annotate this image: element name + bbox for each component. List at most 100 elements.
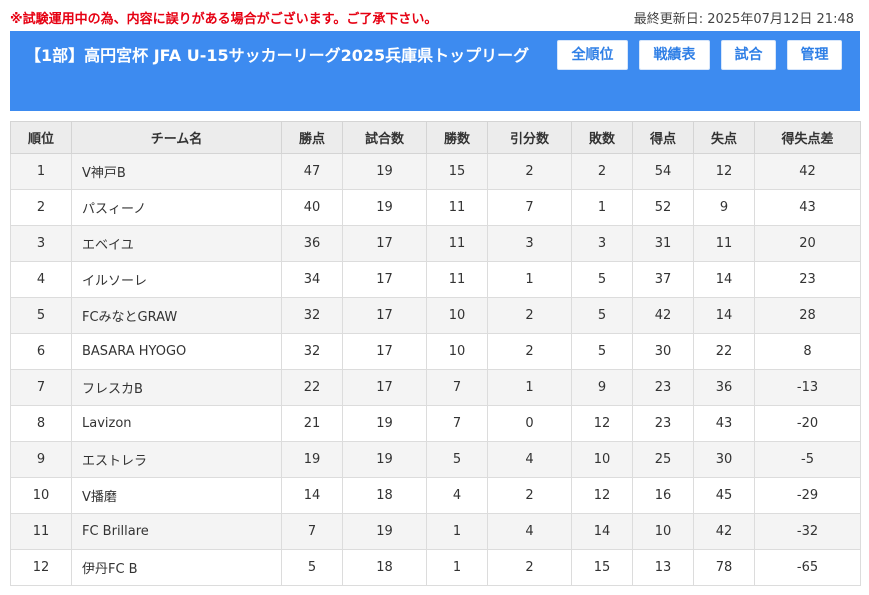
header-goals-against: 失点 [693, 121, 755, 154]
cell-team-name: BASARA HYOGO [71, 333, 282, 370]
cell-wins: 7 [426, 405, 488, 442]
cell-goals-for: 37 [632, 261, 694, 298]
cell-goal-difference: -29 [754, 477, 861, 514]
cell-points: 32 [281, 297, 343, 334]
league-title: 【1部】高円宮杯 JFA U-15サッカーリーグ2025兵庫県トップリーグ [25, 46, 530, 65]
cell-goal-difference: -32 [754, 513, 861, 550]
cell-played: 19 [342, 189, 427, 226]
standings-button[interactable]: 全順位 [557, 40, 628, 70]
cell-rank: 1 [10, 153, 72, 190]
header-goals-for: 得点 [632, 121, 694, 154]
cell-goals-for: 23 [632, 405, 694, 442]
cell-points: 40 [281, 189, 343, 226]
cell-goals-against: 14 [693, 261, 755, 298]
league-header: 【1部】高円宮杯 JFA U-15サッカーリーグ2025兵庫県トップリーグ 全順… [10, 31, 860, 111]
table-row: 10 V播磨 14 18 4 2 12 16 45 -29 [10, 477, 861, 514]
cell-points: 21 [281, 405, 343, 442]
cell-rank: 7 [10, 369, 72, 406]
top-bar: ※試験運用中の為、内容に誤りがある場合がございます。ご了承下さい。 最終更新日:… [0, 0, 869, 30]
cell-losses: 9 [571, 369, 633, 406]
cell-played: 18 [342, 549, 427, 586]
cell-draws: 0 [487, 405, 572, 442]
table-row: 11 FC Brillare 7 19 1 4 14 10 42 -32 [10, 513, 861, 550]
cell-played: 19 [342, 513, 427, 550]
cell-goal-difference: 8 [754, 333, 861, 370]
cell-goal-difference: 43 [754, 189, 861, 226]
cell-rank: 6 [10, 333, 72, 370]
cell-rank: 12 [10, 549, 72, 586]
cell-team-name: V播磨 [71, 477, 282, 514]
cell-goals-for: 16 [632, 477, 694, 514]
cell-wins: 11 [426, 261, 488, 298]
cell-losses: 15 [571, 549, 633, 586]
cell-team-name: 伊丹FC B [71, 549, 282, 586]
cell-losses: 12 [571, 477, 633, 514]
cell-played: 17 [342, 333, 427, 370]
admin-button[interactable]: 管理 [787, 40, 842, 70]
cell-goals-against: 42 [693, 513, 755, 550]
cell-points: 32 [281, 333, 343, 370]
cell-draws: 1 [487, 261, 572, 298]
cell-goal-difference: 28 [754, 297, 861, 334]
cell-goals-for: 13 [632, 549, 694, 586]
cell-goal-difference: 20 [754, 225, 861, 262]
header-points: 勝点 [281, 121, 343, 154]
cell-goals-against: 11 [693, 225, 755, 262]
cell-team-name: フレスカB [71, 369, 282, 406]
cell-wins: 15 [426, 153, 488, 190]
cell-wins: 11 [426, 189, 488, 226]
table-row: 3 エベイユ 36 17 11 3 3 31 11 20 [10, 225, 861, 262]
cell-losses: 5 [571, 261, 633, 298]
results-button[interactable]: 戦績表 [639, 40, 710, 70]
cell-goals-against: 78 [693, 549, 755, 586]
header-wins: 勝数 [426, 121, 488, 154]
cell-team-name: FCみなとGRAW [71, 297, 282, 334]
cell-draws: 1 [487, 369, 572, 406]
cell-goals-against: 30 [693, 441, 755, 478]
cell-draws: 2 [487, 549, 572, 586]
table-row: 2 パスィーノ 40 19 11 7 1 52 9 43 [10, 189, 861, 226]
cell-goals-for: 31 [632, 225, 694, 262]
cell-rank: 4 [10, 261, 72, 298]
cell-draws: 3 [487, 225, 572, 262]
cell-draws: 4 [487, 513, 572, 550]
cell-losses: 5 [571, 333, 633, 370]
cell-team-name: V神戸B [71, 153, 282, 190]
cell-goal-difference: -5 [754, 441, 861, 478]
table-row: 4 イルソーレ 34 17 11 1 5 37 14 23 [10, 261, 861, 298]
header-rank: 順位 [10, 121, 72, 154]
cell-wins: 5 [426, 441, 488, 478]
cell-points: 7 [281, 513, 343, 550]
cell-losses: 12 [571, 405, 633, 442]
header-team: チーム名 [71, 121, 282, 154]
table-row: 8 Lavizon 21 19 7 0 12 23 43 -20 [10, 405, 861, 442]
cell-goals-against: 36 [693, 369, 755, 406]
cell-goals-for: 54 [632, 153, 694, 190]
cell-rank: 5 [10, 297, 72, 334]
matches-button[interactable]: 試合 [721, 40, 776, 70]
cell-losses: 5 [571, 297, 633, 334]
table-row: 1 V神戸B 47 19 15 2 2 54 12 42 [10, 153, 861, 190]
cell-goals-for: 52 [632, 189, 694, 226]
cell-rank: 9 [10, 441, 72, 478]
cell-draws: 2 [487, 297, 572, 334]
cell-goals-against: 43 [693, 405, 755, 442]
cell-played: 18 [342, 477, 427, 514]
cell-losses: 1 [571, 189, 633, 226]
cell-rank: 2 [10, 189, 72, 226]
cell-wins: 11 [426, 225, 488, 262]
cell-goals-against: 9 [693, 189, 755, 226]
cell-goals-against: 22 [693, 333, 755, 370]
header-losses: 敗数 [571, 121, 633, 154]
table-header-row: 順位 チーム名 勝点 試合数 勝数 引分数 敗数 得点 失点 得失点差 [10, 121, 861, 154]
nav-buttons: 全順位 戦績表 試合 管理 [557, 40, 842, 70]
cell-rank: 11 [10, 513, 72, 550]
cell-wins: 1 [426, 549, 488, 586]
standings-table: 順位 チーム名 勝点 試合数 勝数 引分数 敗数 得点 失点 得失点差 1 V神戸… [10, 121, 861, 586]
cell-team-name: パスィーノ [71, 189, 282, 226]
cell-rank: 8 [10, 405, 72, 442]
cell-played: 17 [342, 261, 427, 298]
cell-points: 47 [281, 153, 343, 190]
cell-goal-difference: 23 [754, 261, 861, 298]
header-played: 試合数 [342, 121, 427, 154]
